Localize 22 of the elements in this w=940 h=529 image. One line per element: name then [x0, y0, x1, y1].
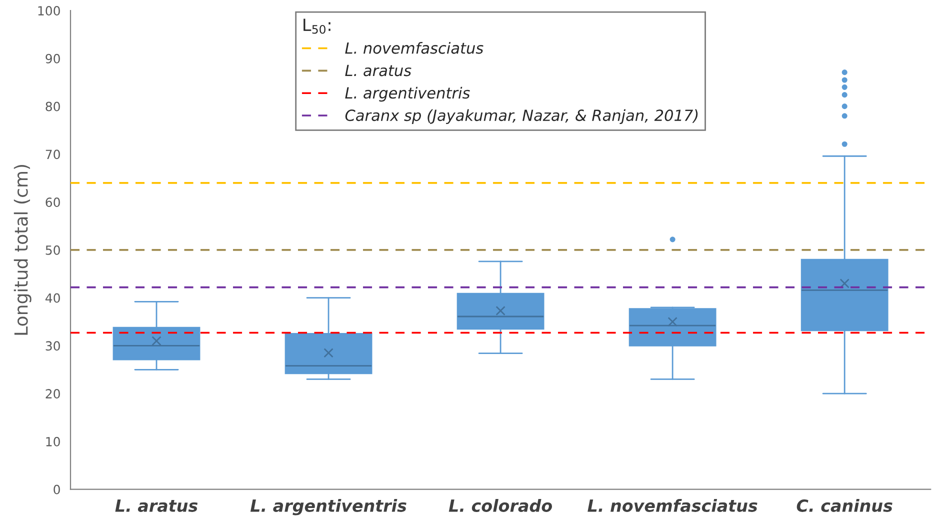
legend-title: L$_{50}$: — [304, 18, 330, 34]
y-tick-label: 60 — [46, 198, 60, 208]
legend-label: L. argentiventris — [345, 86, 470, 102]
legend-label: Caranx sp (Jayakumar, Nazar, & Ranjan, 2017) — [345, 109, 698, 124]
legend-label: L. aratus — [345, 64, 412, 76]
y-tick-label: 50 — [46, 245, 60, 255]
x-tick-label: L. aratus — [115, 500, 198, 512]
y-tick-label: 40 — [45, 293, 60, 303]
y-tick-label: 80 — [46, 102, 60, 112]
y-axis-title: Longitud total (cm) — [14, 164, 32, 335]
y-tick-label: 0 — [54, 484, 60, 494]
x-tick-label: C. caninus — [796, 499, 892, 512]
y-tick-label: 30 — [46, 341, 60, 351]
y-tick-label: 90 — [46, 54, 60, 64]
y-tick-label: 20 — [46, 389, 60, 399]
x-tick-label: L. colorado — [448, 499, 552, 512]
y-tick-label: 10 — [46, 436, 60, 446]
legend-label: L. novemfasciatus — [345, 42, 484, 54]
y-tick-label: 100 — [38, 6, 60, 16]
y-tick-label: 70 — [46, 150, 60, 160]
x-tick-label: L. novemfasciatus — [588, 499, 758, 512]
x-tick-label: L. argentiventris — [250, 499, 406, 516]
